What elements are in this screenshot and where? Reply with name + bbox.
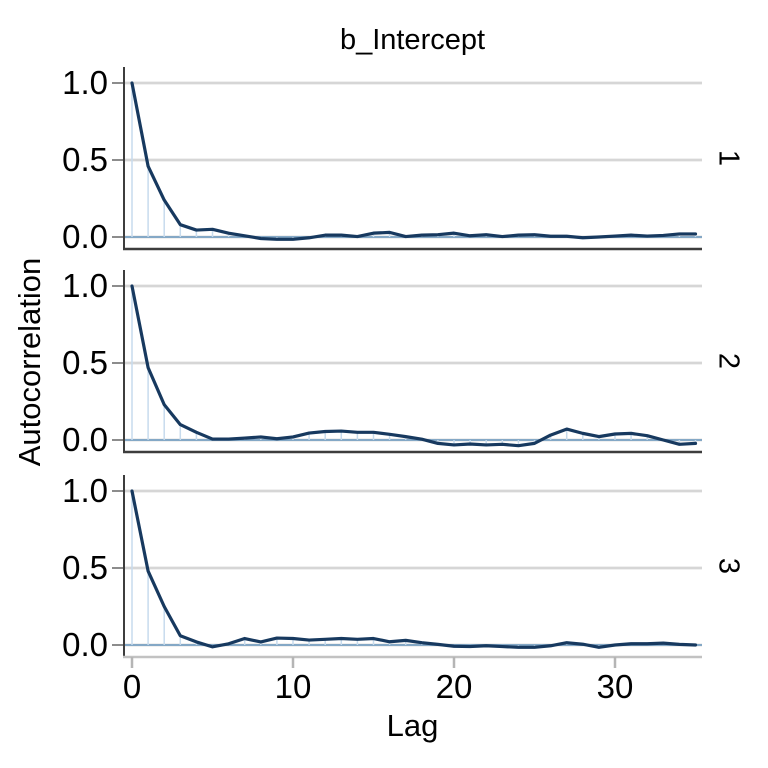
y-tick-label: 0.5 bbox=[62, 141, 108, 178]
y-tick-label: 0.0 bbox=[62, 421, 108, 458]
y-tick-label: 0.5 bbox=[62, 344, 108, 381]
acf-panel-chain-2 bbox=[112, 270, 702, 454]
facet-strip-label-chain-3: 3 bbox=[712, 557, 745, 575]
x-tick-label-20: 20 bbox=[435, 668, 473, 705]
x-tick-label-30: 30 bbox=[596, 668, 634, 705]
acf-line bbox=[130, 489, 698, 649]
x-tick-label-0: 0 bbox=[122, 668, 142, 705]
x-tick-label-10: 10 bbox=[274, 668, 312, 705]
facet-strip-label-chain-2: 2 bbox=[712, 352, 745, 370]
y-tick-label: 0.0 bbox=[62, 626, 108, 663]
acf-panel-chain-3 bbox=[112, 475, 702, 668]
x-axis-title: Lag bbox=[386, 708, 439, 743]
acf-line bbox=[130, 81, 698, 241]
plot-title: b_Intercept bbox=[339, 24, 486, 56]
acf-line bbox=[130, 284, 698, 448]
y-tick-label: 1.0 bbox=[62, 472, 108, 509]
y-tick-label: 0.5 bbox=[62, 549, 108, 586]
y-tick-label: 1.0 bbox=[62, 64, 108, 101]
acf-panel-chain-1 bbox=[112, 67, 702, 251]
y-tick-label: 1.0 bbox=[62, 267, 108, 304]
facet-strip-label-chain-1: 1 bbox=[712, 149, 745, 167]
y-tick-label: 0.0 bbox=[62, 218, 108, 255]
